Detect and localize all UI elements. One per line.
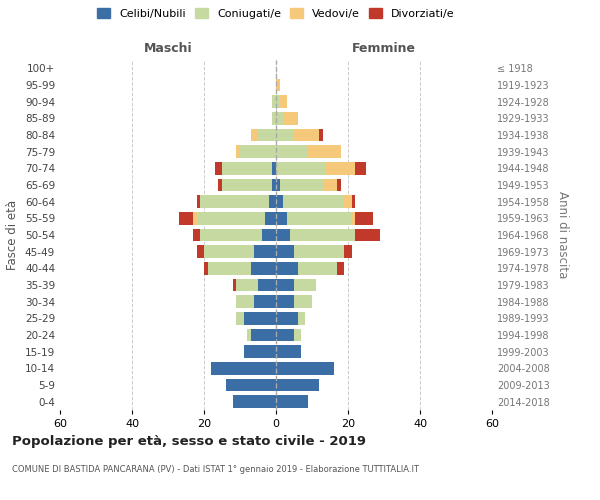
Bar: [276, 246, 294, 258]
Bar: [204, 246, 254, 258]
Bar: [236, 146, 240, 158]
Bar: [272, 179, 276, 192]
Bar: [200, 229, 262, 241]
Bar: [294, 296, 312, 308]
Y-axis label: Fasce di età: Fasce di età: [7, 200, 19, 270]
Text: COMUNE DI BASTIDA PANCARANA (PV) - Dati ISTAT 1° gennaio 2019 - Elaborazione TUT: COMUNE DI BASTIDA PANCARANA (PV) - Dati …: [12, 465, 419, 474]
Bar: [294, 329, 301, 341]
Bar: [244, 312, 276, 324]
Bar: [204, 262, 208, 274]
Bar: [276, 146, 308, 158]
Bar: [208, 262, 251, 274]
Bar: [254, 296, 276, 308]
Bar: [247, 329, 251, 341]
Bar: [272, 96, 276, 108]
Bar: [344, 246, 352, 258]
Bar: [197, 212, 265, 224]
Bar: [251, 262, 276, 274]
Bar: [287, 212, 352, 224]
Bar: [197, 196, 200, 208]
Bar: [276, 362, 334, 374]
Bar: [337, 179, 341, 192]
Bar: [355, 162, 366, 174]
Bar: [319, 129, 323, 141]
Bar: [240, 146, 276, 158]
Bar: [276, 196, 283, 208]
Bar: [323, 179, 337, 192]
Bar: [276, 296, 294, 308]
Bar: [298, 312, 305, 324]
Bar: [211, 362, 276, 374]
Bar: [276, 179, 280, 192]
Bar: [276, 329, 294, 341]
Text: Femmine: Femmine: [352, 42, 416, 55]
Bar: [233, 279, 236, 291]
Bar: [218, 179, 222, 192]
Bar: [337, 262, 344, 274]
Bar: [355, 212, 373, 224]
Bar: [258, 279, 276, 291]
Bar: [276, 212, 287, 224]
Bar: [280, 179, 323, 192]
Bar: [258, 129, 276, 141]
Bar: [272, 112, 276, 124]
Bar: [276, 229, 290, 241]
Bar: [355, 229, 380, 241]
Bar: [276, 312, 298, 324]
Bar: [269, 196, 276, 208]
Y-axis label: Anni di nascita: Anni di nascita: [556, 192, 569, 278]
Bar: [294, 279, 316, 291]
Bar: [276, 346, 301, 358]
Bar: [254, 246, 276, 258]
Bar: [294, 129, 319, 141]
Bar: [265, 212, 276, 224]
Bar: [276, 279, 294, 291]
Bar: [236, 279, 258, 291]
Bar: [251, 129, 258, 141]
Bar: [226, 379, 276, 391]
Bar: [193, 212, 197, 224]
Bar: [244, 346, 276, 358]
Bar: [215, 162, 222, 174]
Bar: [290, 229, 355, 241]
Bar: [276, 79, 280, 92]
Bar: [200, 196, 269, 208]
Bar: [233, 396, 276, 408]
Bar: [280, 96, 287, 108]
Bar: [197, 246, 204, 258]
Bar: [276, 162, 326, 174]
Bar: [222, 162, 272, 174]
Bar: [179, 212, 193, 224]
Bar: [326, 162, 355, 174]
Bar: [298, 262, 337, 274]
Bar: [222, 179, 272, 192]
Bar: [276, 396, 308, 408]
Bar: [276, 262, 298, 274]
Bar: [352, 196, 355, 208]
Legend: Celibi/Nubili, Coniugati/e, Vedovi/e, Divorziati/e: Celibi/Nubili, Coniugati/e, Vedovi/e, Di…: [97, 8, 455, 19]
Text: Maschi: Maschi: [143, 42, 193, 55]
Bar: [276, 129, 294, 141]
Text: Popolazione per età, sesso e stato civile - 2019: Popolazione per età, sesso e stato civil…: [12, 435, 366, 448]
Bar: [283, 112, 298, 124]
Bar: [308, 146, 341, 158]
Bar: [276, 96, 280, 108]
Bar: [262, 229, 276, 241]
Bar: [251, 329, 276, 341]
Bar: [236, 312, 244, 324]
Bar: [236, 296, 254, 308]
Bar: [272, 162, 276, 174]
Bar: [193, 229, 200, 241]
Bar: [344, 196, 352, 208]
Bar: [352, 212, 355, 224]
Bar: [276, 112, 283, 124]
Bar: [294, 246, 344, 258]
Bar: [276, 379, 319, 391]
Bar: [283, 196, 344, 208]
